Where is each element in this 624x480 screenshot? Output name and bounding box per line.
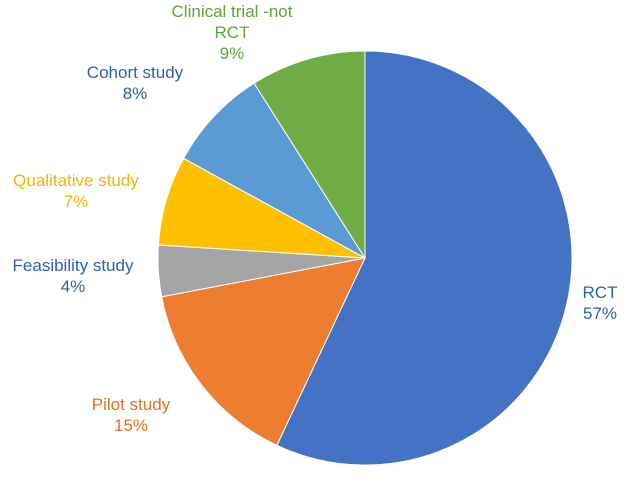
- data-label-clinical-trial-not-rct: Clinical trial -not RCT 9%: [172, 2, 293, 63]
- pie-slice-rct: [276, 50, 573, 466]
- data-label-pilot-study: Pilot study 15%: [92, 395, 171, 435]
- slices-layer: [157, 50, 573, 466]
- pie-slice-cohort-study: [182, 82, 366, 259]
- data-label-qualitative-study: Qualitative study 7%: [13, 171, 139, 211]
- data-label-feasibility-study: Feasibility study 4%: [13, 256, 134, 296]
- pie-slice-clinical-trial-not-rct: [253, 50, 366, 260]
- data-label-rct: RCT 57%: [583, 283, 618, 323]
- labels-layer: RCT 57% Pilot study 15% Feasibility study 4% Q…: [13, 2, 618, 435]
- data-label-cohort-study: Cohort study 8%: [87, 63, 184, 103]
- pie-slice-pilot-study: [161, 257, 366, 446]
